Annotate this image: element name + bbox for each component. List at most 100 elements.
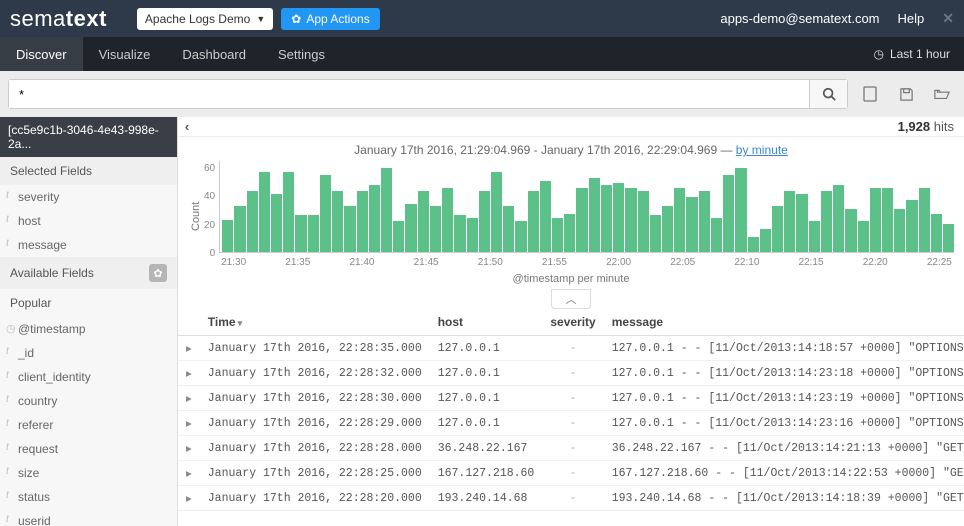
expand-icon[interactable]: ▸	[178, 486, 200, 511]
chart-bar[interactable]	[723, 175, 734, 252]
chart-bars[interactable]	[219, 161, 954, 253]
chart-interval-link[interactable]: by minute	[736, 143, 788, 157]
chart-bar[interactable]	[784, 191, 795, 252]
time-picker[interactable]: ◷ Last 1 hour	[873, 47, 964, 61]
chart-bar[interactable]	[369, 185, 380, 252]
chart-bar[interactable]	[528, 191, 539, 252]
chart-bar[interactable]	[894, 209, 905, 252]
chart-bar[interactable]	[283, 172, 294, 252]
chart-bar[interactable]	[418, 191, 429, 252]
chart-bar[interactable]	[906, 200, 917, 252]
chart-bar[interactable]	[320, 175, 331, 252]
chart-bar[interactable]	[674, 188, 685, 252]
chart-bar[interactable]	[931, 214, 942, 252]
table-row[interactable]: ▸January 17th 2016, 22:28:35.000127.0.0.…	[178, 336, 964, 361]
expand-icon[interactable]: ▸	[178, 336, 200, 361]
chart-bar[interactable]	[381, 168, 392, 252]
chart-bar[interactable]	[821, 191, 832, 252]
field-message[interactable]: message	[0, 233, 177, 257]
chart-bar[interactable]	[601, 185, 612, 252]
chart-bar[interactable]	[796, 194, 807, 252]
expand-icon[interactable]: ▸	[178, 361, 200, 386]
chart-bar[interactable]	[760, 229, 771, 252]
fields-settings-icon[interactable]: ✿	[149, 264, 167, 282]
table-row[interactable]: ▸January 17th 2016, 22:28:30.000127.0.0.…	[178, 386, 964, 411]
chart-bar[interactable]	[662, 206, 673, 252]
user-email[interactable]: apps-demo@sematext.com	[720, 11, 879, 26]
chart-bar[interactable]	[405, 204, 416, 252]
chart-bar[interactable]	[943, 224, 954, 252]
table-row[interactable]: ▸January 17th 2016, 22:28:20.000193.240.…	[178, 486, 964, 511]
col-message[interactable]: message	[604, 309, 964, 336]
chart-bar[interactable]	[357, 191, 368, 252]
chart-bar[interactable]	[845, 209, 856, 252]
chart-bar[interactable]	[809, 221, 820, 252]
chart-collapse-handle[interactable]: ︿	[551, 289, 591, 309]
chart-bar[interactable]	[613, 183, 624, 252]
save-icon[interactable]	[892, 80, 920, 108]
table-row[interactable]: ▸January 17th 2016, 22:28:25.000167.127.…	[178, 461, 964, 486]
chart-bar[interactable]	[344, 206, 355, 252]
chart-bar[interactable]	[882, 188, 893, 252]
nav-tab-visualize[interactable]: Visualize	[83, 37, 167, 71]
chart-bar[interactable]	[638, 191, 649, 252]
chart-bar[interactable]	[479, 191, 490, 252]
chart-bar[interactable]	[259, 172, 270, 252]
chart-bar[interactable]	[772, 206, 783, 252]
chart-bar[interactable]	[271, 194, 282, 252]
help-link[interactable]: Help	[898, 11, 925, 26]
chart-bar[interactable]	[234, 206, 245, 252]
chart-bar[interactable]	[503, 206, 514, 252]
chart-bar[interactable]	[858, 221, 869, 252]
chart-bar[interactable]	[699, 191, 710, 252]
table-row[interactable]: ▸January 17th 2016, 22:28:29.000127.0.0.…	[178, 411, 964, 436]
logo[interactable]: sematext	[10, 6, 107, 32]
field-_timestamp[interactable]: @timestamp	[0, 317, 177, 341]
field-userid[interactable]: userid	[0, 509, 177, 526]
chart-bar[interactable]	[576, 188, 587, 252]
expand-icon[interactable]: ▸	[178, 386, 200, 411]
search-input[interactable]	[9, 80, 809, 108]
field-country[interactable]: country	[0, 389, 177, 413]
col-time[interactable]: Time▾	[200, 309, 430, 336]
col-severity[interactable]: severity	[542, 309, 603, 336]
close-icon[interactable]: ✕	[942, 10, 954, 27]
chart-bar[interactable]	[454, 215, 465, 252]
app-actions-button[interactable]: ✿ App Actions	[281, 8, 379, 30]
chart-bar[interactable]	[430, 206, 441, 252]
chart-bar[interactable]	[564, 214, 575, 252]
field-_id[interactable]: _id	[0, 341, 177, 365]
field-request[interactable]: request	[0, 437, 177, 461]
app-selector[interactable]: Apache Logs Demo ▼	[137, 8, 273, 30]
chart-bar[interactable]	[589, 178, 600, 252]
chart-bar[interactable]	[833, 185, 844, 252]
chart-bar[interactable]	[919, 188, 930, 252]
chart-bar[interactable]	[870, 188, 881, 252]
field-host[interactable]: host	[0, 209, 177, 233]
chart-bar[interactable]	[467, 218, 478, 252]
new-icon[interactable]	[856, 80, 884, 108]
chart-bar[interactable]	[247, 191, 258, 252]
field-status[interactable]: status	[0, 485, 177, 509]
sidebar-collapse-icon[interactable]: ‹	[178, 119, 196, 134]
nav-tab-settings[interactable]: Settings	[262, 37, 341, 71]
chart-bar[interactable]	[393, 221, 404, 252]
chart-bar[interactable]	[540, 181, 551, 252]
chart-bar[interactable]	[711, 218, 722, 252]
search-button[interactable]	[809, 80, 847, 108]
chart-bar[interactable]	[515, 221, 526, 252]
chart-bar[interactable]	[735, 168, 746, 252]
index-pattern-row[interactable]: [cc5e9c1b-3046-4e43-998e-2a...	[0, 117, 177, 157]
col-host[interactable]: host	[430, 309, 543, 336]
chart-bar[interactable]	[222, 220, 233, 252]
chart-bar[interactable]	[686, 197, 697, 252]
nav-tab-discover[interactable]: Discover	[0, 37, 83, 71]
table-row[interactable]: ▸January 17th 2016, 22:28:28.00036.248.2…	[178, 436, 964, 461]
field-referer[interactable]: referer	[0, 413, 177, 437]
field-client_identity[interactable]: client_identity	[0, 365, 177, 389]
table-row[interactable]: ▸January 17th 2016, 22:28:32.000127.0.0.…	[178, 361, 964, 386]
chart-bar[interactable]	[442, 188, 453, 252]
field-size[interactable]: size	[0, 461, 177, 485]
expand-icon[interactable]: ▸	[178, 461, 200, 486]
chart-bar[interactable]	[332, 191, 343, 252]
